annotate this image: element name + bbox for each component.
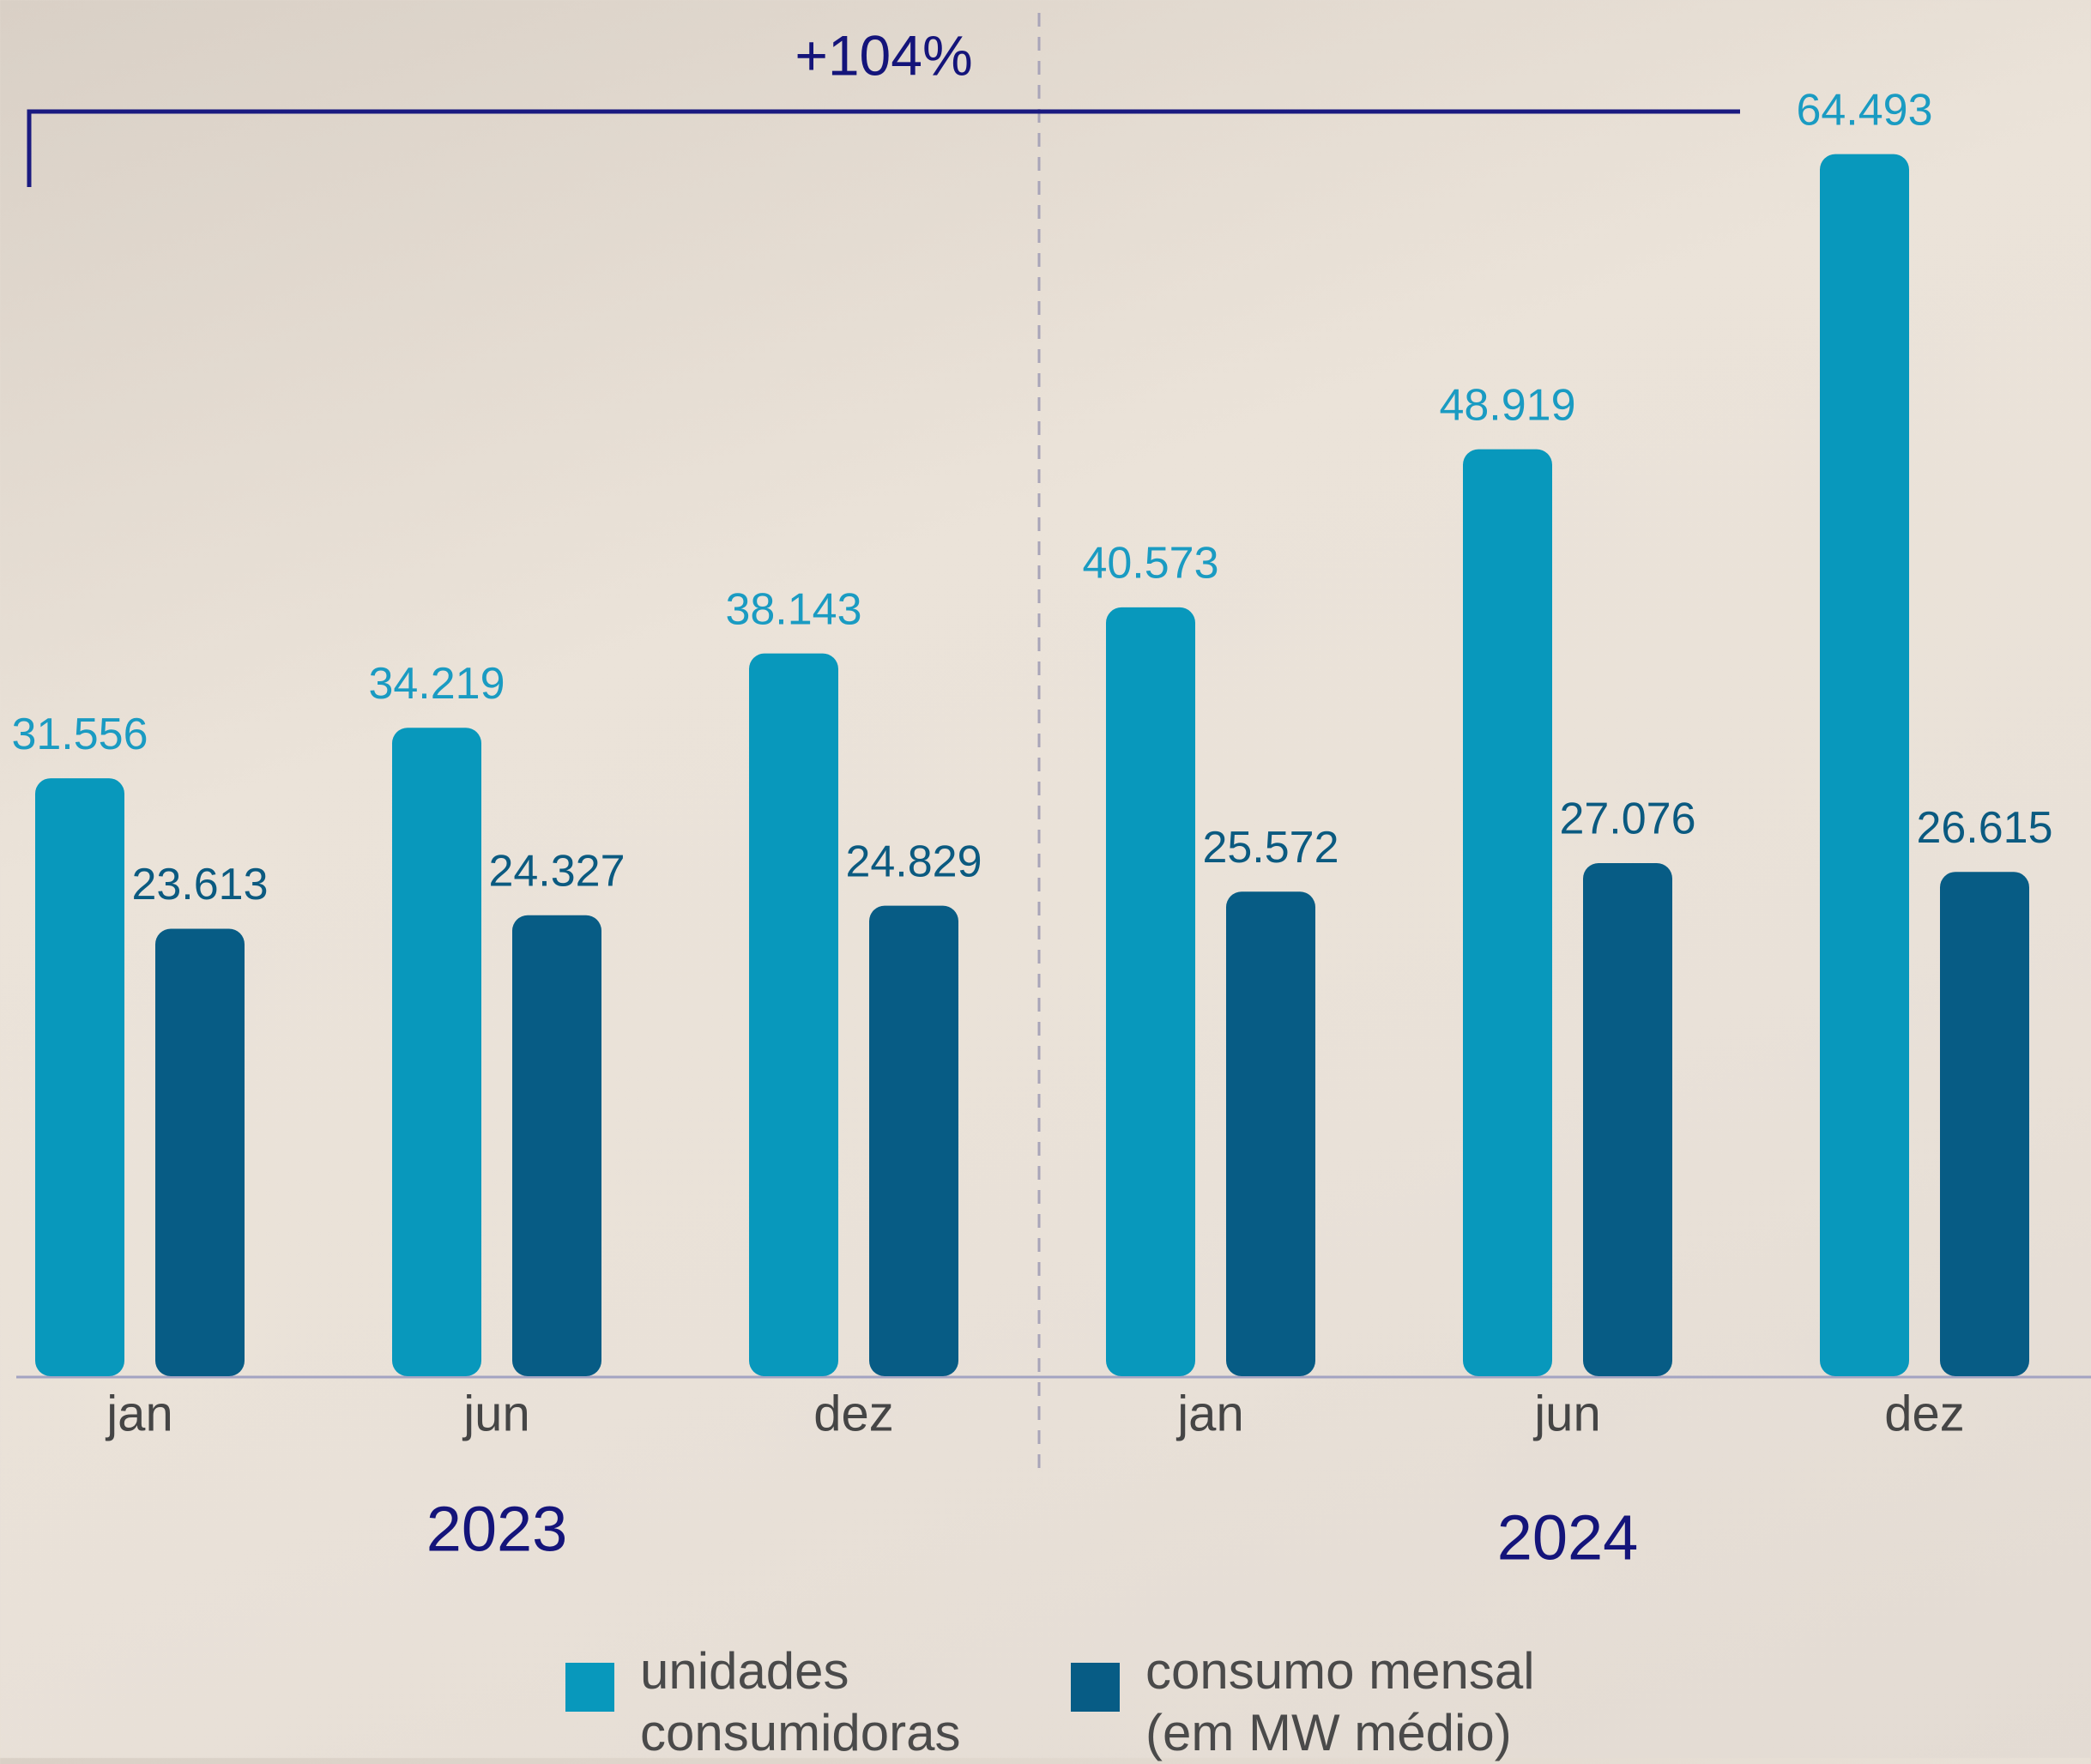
value-label: 38.143 (725, 584, 861, 634)
legend-label: unidades consumidoras (640, 1642, 961, 1761)
bar (512, 915, 601, 1376)
bar (1940, 872, 2029, 1376)
bar (155, 928, 245, 1376)
value-label: 23.613 (131, 860, 268, 909)
bar (1106, 607, 1195, 1376)
value-label: 26.615 (1916, 803, 2052, 853)
x-tick-label: jun (462, 1386, 529, 1441)
x-tick-label: dez (813, 1386, 894, 1441)
x-tick-label: jun (1532, 1386, 1600, 1441)
value-label: 25.572 (1202, 823, 1339, 873)
value-label: 27.076 (1559, 794, 1695, 844)
bar (1226, 891, 1315, 1376)
x-tick-label: dez (1884, 1386, 1965, 1441)
bar (869, 905, 958, 1376)
bar (392, 728, 481, 1376)
bar (35, 778, 124, 1376)
legend-swatch (1071, 1663, 1120, 1712)
value-label: 64.493 (1796, 85, 1932, 135)
value-label: 34.219 (368, 659, 505, 709)
value-label: 24.829 (845, 837, 982, 886)
x-tick-label: jan (1175, 1386, 1243, 1441)
legend-swatch (565, 1663, 614, 1712)
bar (1820, 154, 1909, 1377)
legend-item: consumo mensal (em MW médio) (1071, 1640, 1626, 1764)
bar (1583, 863, 1672, 1376)
bar (1463, 449, 1552, 1377)
value-label: 31.556 (11, 710, 148, 759)
bar (749, 653, 838, 1376)
group-label: 2023 (426, 1494, 568, 1565)
group-label: 2024 (1497, 1502, 1639, 1574)
value-label: 48.919 (1439, 380, 1575, 430)
growth-bracket (27, 109, 1740, 187)
value-label: 24.327 (488, 846, 625, 896)
growth-annotation: +104% (795, 23, 972, 87)
value-label: 40.573 (1082, 539, 1218, 589)
legend-item: unidades consumidoras (565, 1640, 1043, 1764)
legend-label: consumo mensal (em MW médio) (1145, 1642, 1535, 1761)
x-tick-label: jan (105, 1386, 172, 1441)
